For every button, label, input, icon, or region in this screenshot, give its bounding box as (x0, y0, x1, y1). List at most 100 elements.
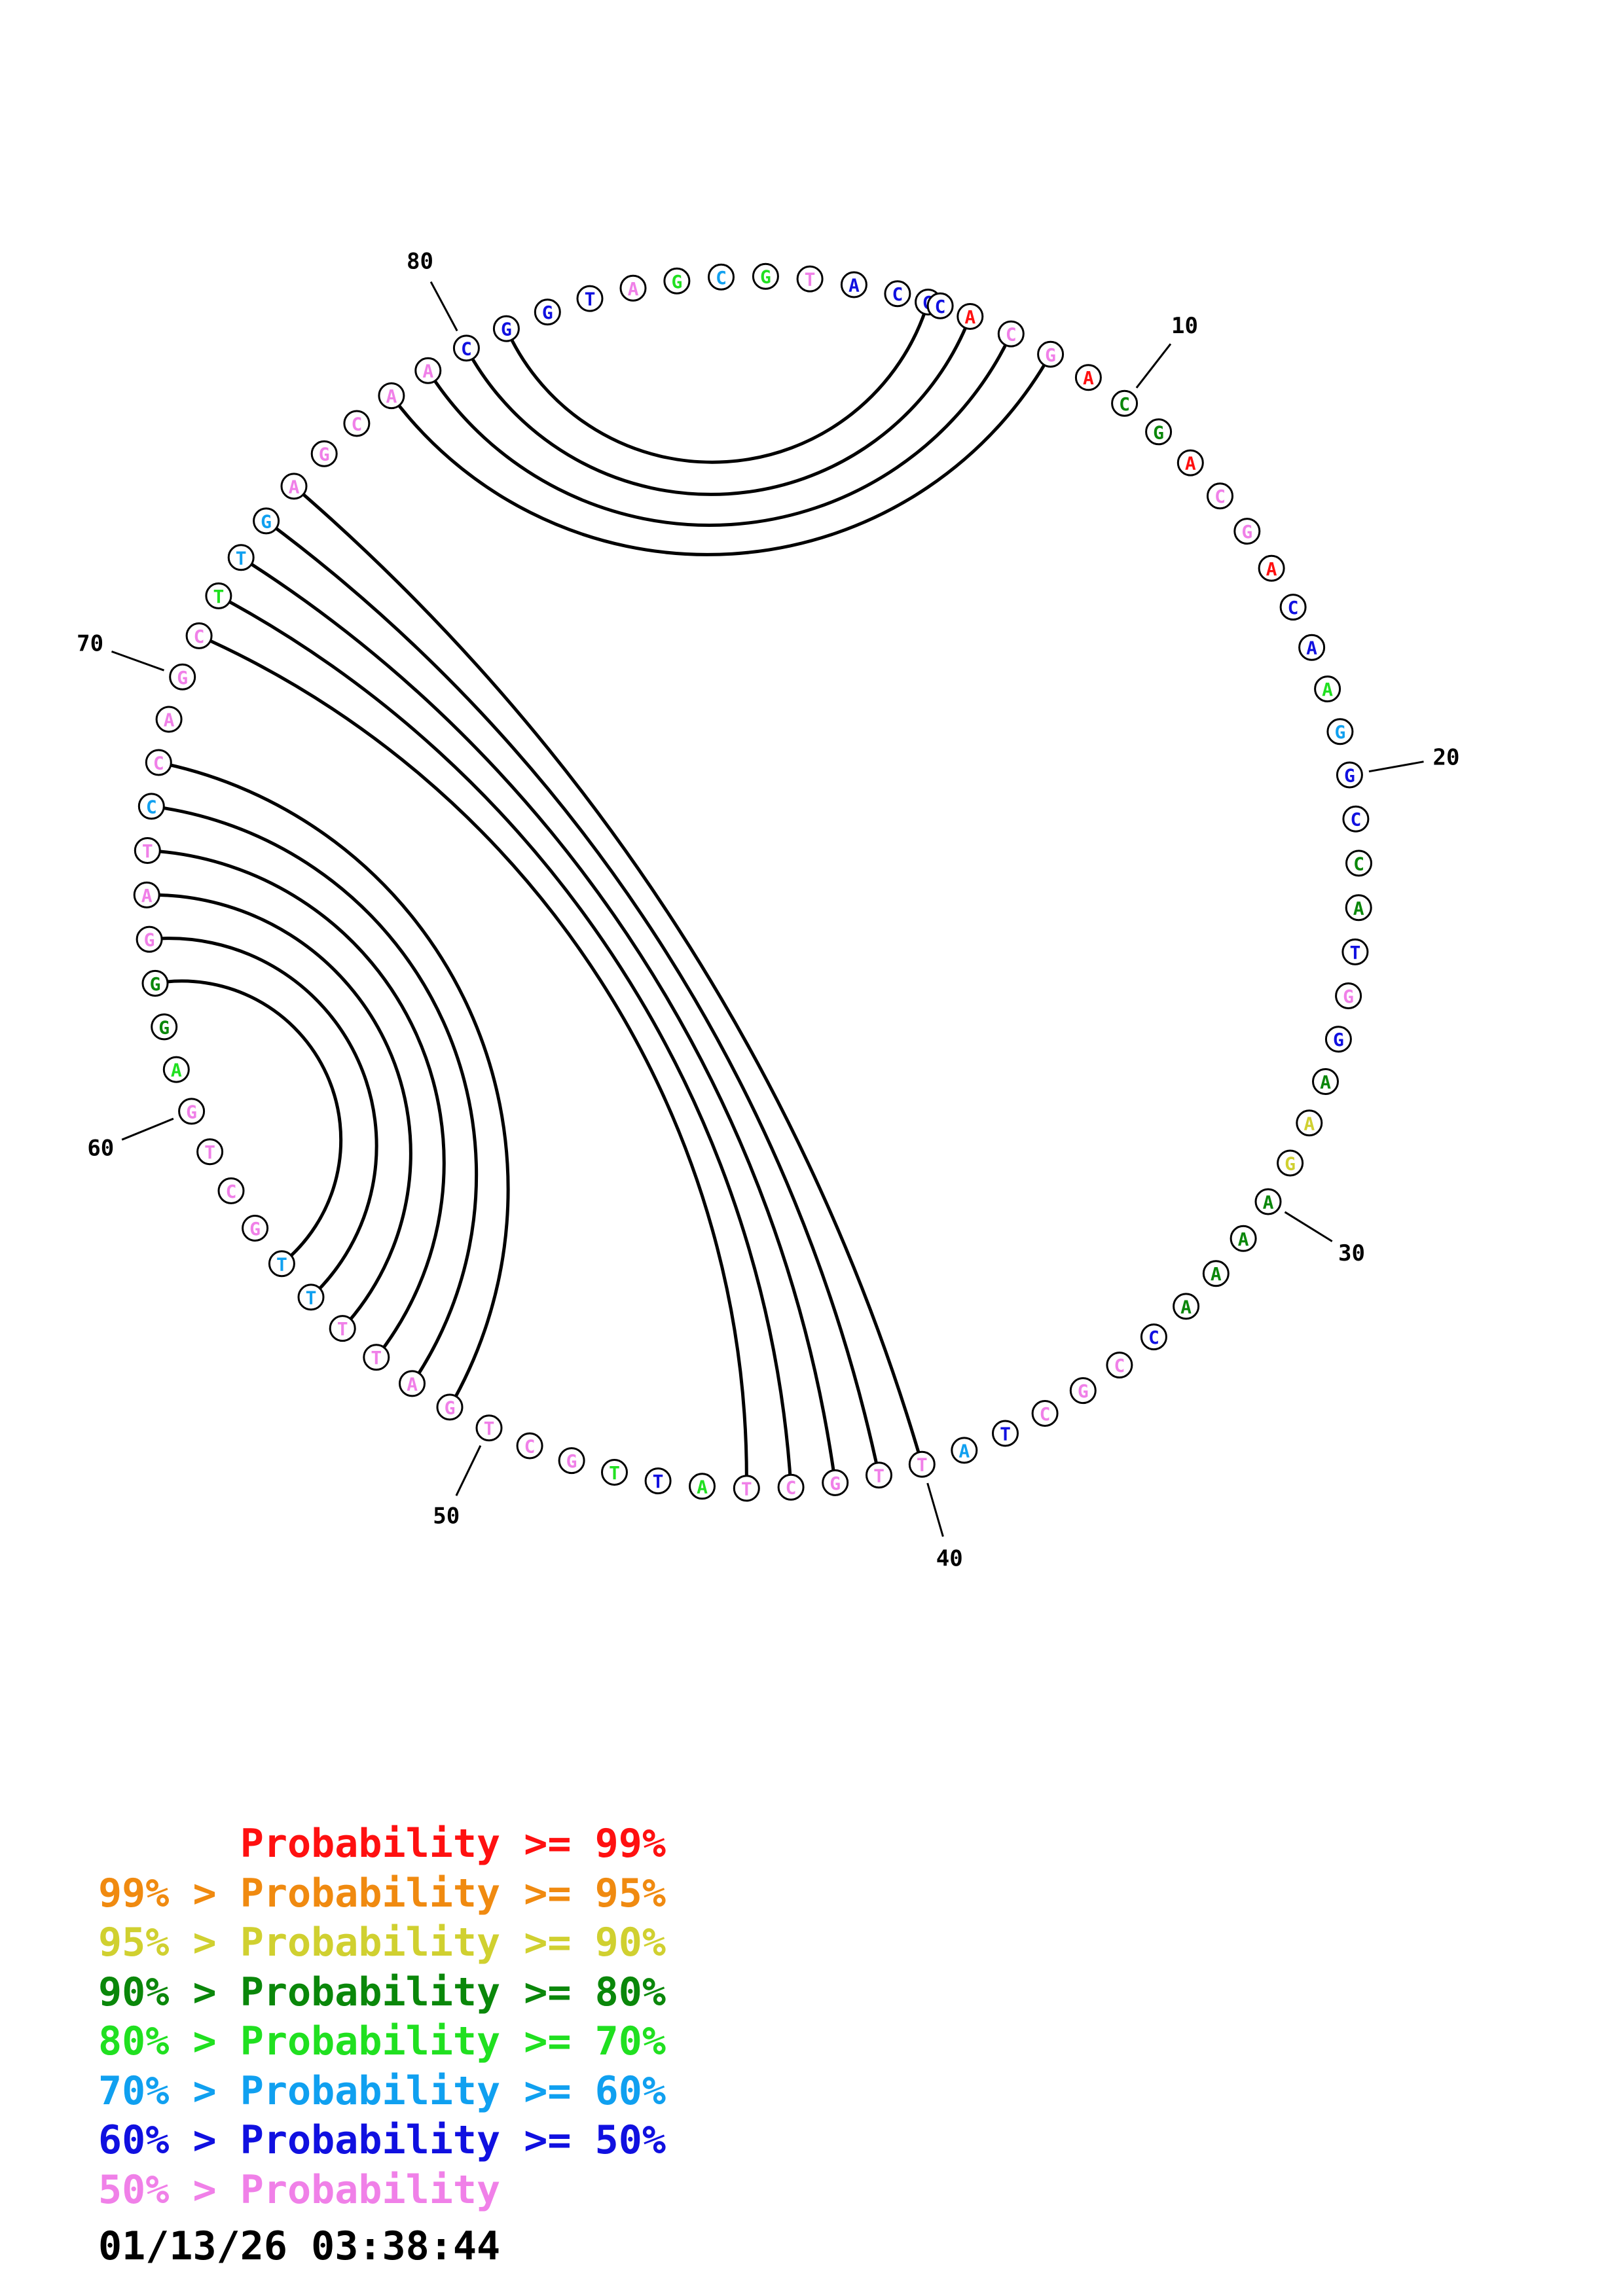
nucleotide-letter: C (786, 1477, 797, 1499)
legend-prefix (98, 1821, 240, 1867)
nucleotide-circle (601, 1459, 628, 1486)
legend-prefix: 80% > (98, 2018, 240, 2064)
nucleotide-letter: C (1353, 853, 1364, 874)
nucleotide-circle (475, 1414, 503, 1442)
nucleotide-letter: G (1344, 765, 1355, 787)
tick-line (429, 281, 458, 332)
nucleotide: C (1207, 482, 1233, 510)
nucleotide: T (329, 1315, 356, 1342)
tick-line (1284, 1211, 1333, 1242)
nucleotide-circle (752, 262, 779, 290)
nucleotide-circle (1326, 718, 1354, 745)
nucleotide-letter: C (1288, 597, 1299, 619)
nucleotide-circle (1140, 1323, 1167, 1351)
nucleotide-circle (708, 263, 735, 291)
tick-label: 40 (936, 1545, 963, 1571)
nucleotide: C (1111, 389, 1139, 417)
nucleotide-letter: G (177, 667, 188, 689)
nucleotide-circle (576, 285, 604, 312)
nucleotide-circle (644, 1467, 672, 1495)
nucleotide-letter: A (407, 1373, 418, 1395)
nucleotide-circle (414, 357, 442, 384)
nucleotide-circle (822, 1469, 849, 1496)
nucleotide-circle (136, 925, 163, 953)
nucleotide-circle (663, 267, 691, 295)
legend-text: Probability >= 99% (240, 1821, 666, 1867)
nucleotide: G (558, 1447, 585, 1475)
tick-line (111, 650, 165, 672)
base-pair-arc (217, 594, 793, 1488)
nucleotide: C (217, 1177, 245, 1204)
nucleotide-circle (1336, 761, 1363, 789)
nucleotide: C (1031, 1400, 1059, 1427)
base-pair-arc (426, 333, 1013, 527)
nucleotide: G (534, 298, 561, 326)
nucleotide-letter: C (1006, 324, 1017, 346)
nucleotide-circle (1069, 1377, 1097, 1405)
nucleotide: T (796, 265, 824, 293)
nucleotide-circle (1037, 340, 1065, 368)
nucleotide-letter: G (1285, 1153, 1296, 1175)
nucleotide: A (957, 303, 984, 330)
nucleotide-circle (777, 1473, 805, 1501)
nucleotide: A (1298, 634, 1326, 661)
base-pair-arc (147, 893, 412, 1330)
nucleotide-letter: G (542, 302, 553, 323)
legend-text: Probability (240, 2166, 501, 2213)
nucleotide: T (196, 1138, 224, 1166)
nucleotide: G (1037, 340, 1065, 368)
tick-label: 10 (1171, 313, 1198, 339)
base-pair-arc (155, 979, 343, 1265)
nucleotide: A (951, 1437, 978, 1464)
legend-prefix: 99% > (98, 1870, 240, 1916)
nucleotide: A (1312, 1068, 1339, 1095)
nucleotide: T (134, 837, 161, 864)
nucleotide-circle (619, 274, 647, 302)
nucleotide: T (992, 1420, 1019, 1447)
nucleotide-circle (1312, 1068, 1339, 1095)
nucleotide-circle (866, 1462, 892, 1489)
nucleotide-letter: G (319, 444, 330, 465)
nucleotide: C (1345, 850, 1372, 877)
nucleotide-circle (1279, 594, 1307, 621)
nucleotide: C (884, 280, 911, 308)
probability-legend: Probability >= 99% 99% > Probability >= 9… (98, 1820, 666, 2215)
nucleotide-letter: A (171, 1060, 182, 1081)
nucleotide-letter: G (671, 271, 682, 293)
nucleotide-letter: T (1000, 1424, 1011, 1445)
nucleotide: A (1173, 1293, 1200, 1320)
nucleotide-circle (492, 315, 520, 342)
nucleotide-circle (884, 280, 911, 308)
base-pair-arc (149, 937, 378, 1299)
nucleotide-letter: G (261, 511, 272, 532)
nucleotide-circle (1145, 418, 1173, 446)
nucleotide-circle (196, 1138, 224, 1166)
nucleotide-letter: G (1343, 986, 1354, 1007)
nucleotide-circle (169, 663, 196, 691)
nucleotide-letter: A (958, 1440, 970, 1462)
nucleotide: C (137, 793, 165, 820)
nucleotide: C (516, 1432, 543, 1460)
nucleotide: C (708, 263, 735, 291)
tick-label: 20 (1433, 745, 1460, 771)
legend-row: 80% > Probability >= 70% (98, 2017, 666, 2067)
tick-line (1135, 343, 1172, 389)
nucleotide: A (1074, 364, 1102, 391)
nucleotide-letter: A (628, 278, 639, 300)
nucleotide: T (205, 582, 232, 609)
nucleotide-letter: C (1350, 809, 1361, 831)
nucleotide-circle (733, 1475, 760, 1502)
nucleotide-letter: C (892, 283, 903, 305)
nucleotide: C (997, 320, 1025, 348)
nucleotide: G (310, 440, 338, 467)
nucleotide-letter: C (146, 796, 157, 817)
nucleotide-circle (242, 1215, 269, 1242)
nucleotide-letter: A (1238, 1229, 1249, 1250)
nucleotide-circle (1335, 982, 1362, 1009)
tick-label: 50 (433, 1503, 460, 1530)
legend-text: Probability >= 95% (240, 1870, 666, 1916)
nucleotide: C (926, 292, 954, 319)
nucleotide-letter: T (741, 1478, 752, 1499)
nucleotide: A (280, 473, 308, 500)
